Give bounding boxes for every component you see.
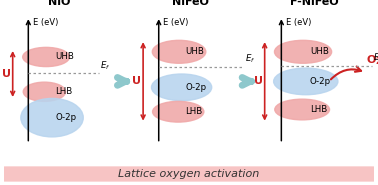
Text: O-2p: O-2p (310, 77, 331, 86)
Text: UHB: UHB (55, 53, 74, 61)
Ellipse shape (21, 98, 83, 137)
Ellipse shape (152, 74, 212, 101)
Ellipse shape (275, 99, 330, 120)
FancyBboxPatch shape (0, 166, 378, 182)
Text: E (eV): E (eV) (163, 18, 189, 27)
Text: E (eV): E (eV) (286, 18, 311, 27)
Text: UHB: UHB (186, 47, 204, 56)
Ellipse shape (274, 40, 332, 63)
Text: U: U (2, 69, 11, 79)
Text: LHB: LHB (186, 107, 203, 116)
Text: U: U (132, 76, 141, 86)
Title: F-NiFeO: F-NiFeO (290, 0, 339, 7)
Text: U: U (254, 76, 263, 86)
Text: $E_f$: $E_f$ (100, 59, 110, 72)
Text: O-2p: O-2p (55, 113, 76, 122)
Title: NiO: NiO (48, 0, 71, 7)
Ellipse shape (152, 40, 206, 63)
Title: NiFeO: NiFeO (172, 0, 208, 7)
Ellipse shape (274, 68, 338, 95)
Ellipse shape (23, 47, 70, 67)
Text: $\mathbf{O_2}$: $\mathbf{O_2}$ (366, 53, 378, 67)
Text: Lattice oxygen activation: Lattice oxygen activation (118, 169, 260, 179)
Text: $E_f$: $E_f$ (245, 53, 255, 65)
Text: LHB: LHB (310, 105, 327, 114)
Ellipse shape (153, 101, 204, 122)
Text: LHB: LHB (55, 87, 72, 96)
Text: O-2p: O-2p (186, 83, 207, 92)
Text: E (eV): E (eV) (33, 18, 58, 27)
Text: UHB: UHB (310, 47, 329, 56)
Text: $E_f$: $E_f$ (373, 52, 378, 64)
Ellipse shape (23, 82, 66, 101)
